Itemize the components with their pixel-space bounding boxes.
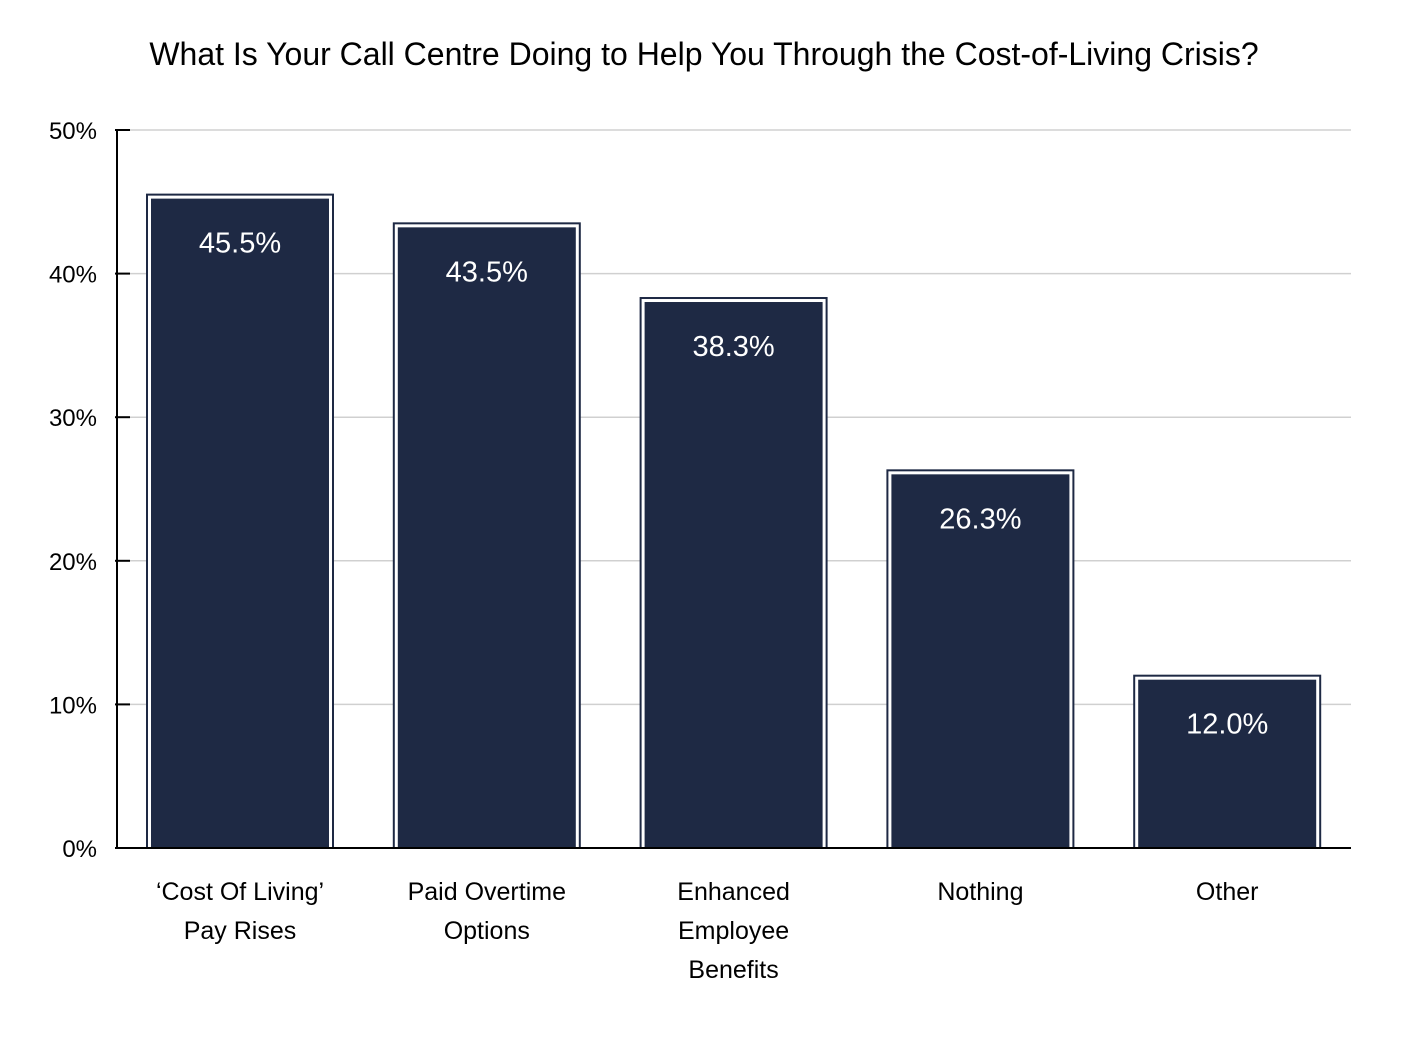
data-label: 45.5% xyxy=(199,228,281,260)
bar xyxy=(891,474,1070,848)
x-tick-label: Nothing xyxy=(937,878,1023,906)
x-tick-label: ‘Cost Of Living’ xyxy=(156,878,324,906)
chart-title: What Is Your Call Centre Doing to Help Y… xyxy=(149,36,1258,72)
bar xyxy=(644,302,823,849)
x-tick-label: Pay Rises xyxy=(184,917,297,945)
y-tick-label: 10% xyxy=(49,692,97,719)
bar xyxy=(397,227,576,849)
bar xyxy=(151,198,329,848)
data-label: 26.3% xyxy=(939,503,1021,535)
y-tick-label: 50% xyxy=(49,118,97,145)
y-tick-label: 40% xyxy=(49,262,97,289)
y-tick-label: 30% xyxy=(49,405,97,432)
x-tick-label: Benefits xyxy=(688,956,778,984)
data-label: 12.0% xyxy=(1186,709,1268,741)
x-tick-label: Employee xyxy=(678,917,789,945)
bar xyxy=(1138,679,1317,848)
data-label: 38.3% xyxy=(692,331,774,363)
x-tick-label: Options xyxy=(444,917,530,945)
x-tick-label: Other xyxy=(1196,878,1259,906)
x-tick-label: Enhanced xyxy=(677,878,790,906)
y-tick-label: 20% xyxy=(49,549,97,576)
y-tick-label: 0% xyxy=(62,836,97,863)
data-label: 43.5% xyxy=(446,256,528,288)
x-tick-label: Paid Overtime xyxy=(408,878,566,906)
